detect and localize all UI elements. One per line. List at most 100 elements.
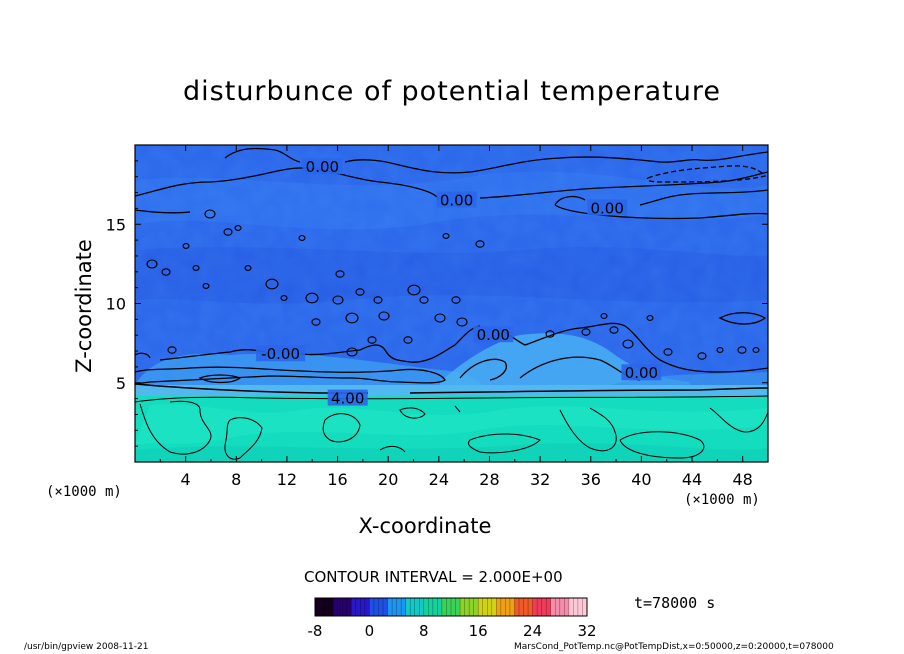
- contour-lower-4: [224, 417, 263, 460]
- colorbar: -8 0 8 16 24 32: [308, 597, 597, 640]
- contour-blob: [346, 347, 358, 357]
- colorbar-cell: [364, 598, 370, 616]
- y-tick-label: 5: [116, 374, 126, 393]
- colorbar-cell: [505, 598, 511, 616]
- colorbar-cell: [351, 598, 357, 616]
- colorbar-cell: [455, 598, 461, 616]
- colorbar-cell: [559, 598, 565, 616]
- chart-title: disturbunce of potential temperature: [183, 76, 721, 107]
- contour-label: 0.00: [591, 199, 624, 217]
- contour-blob: [716, 347, 724, 353]
- contour-mid: [134, 344, 456, 363]
- colorbar-cell: [509, 598, 515, 616]
- colorbar-cell: [319, 598, 325, 616]
- contour-upper-1: [134, 167, 769, 201]
- y-tick-label: 15: [106, 215, 126, 234]
- contour-blob: [146, 259, 158, 269]
- colorbar-cell: [564, 598, 570, 616]
- colorbar-cell: [446, 598, 452, 616]
- colorbar-cell: [519, 598, 525, 616]
- contour-label: -0.00: [261, 345, 300, 363]
- colorbar-cell: [546, 598, 552, 616]
- colorbar-cell: [337, 598, 343, 616]
- contour-label-bg: [256, 345, 306, 362]
- contour-blob: [332, 295, 344, 305]
- x-tick-label: 36: [581, 470, 601, 489]
- contour-lower-7: [619, 431, 705, 459]
- colorbar-cell: [500, 598, 506, 616]
- colorbar-cell: [437, 598, 443, 616]
- contour-blob: [451, 296, 461, 304]
- contour-lower-6: [559, 407, 617, 452]
- colorbar-cell: [496, 598, 502, 616]
- colorbar-cell: [346, 598, 352, 616]
- colorbar-cell: [577, 598, 583, 616]
- contour-blob: [305, 292, 319, 304]
- contour-label: 0.00: [440, 191, 473, 209]
- contour-blob: [335, 270, 345, 278]
- colorbar-cell: [342, 598, 348, 616]
- contour-interval: CONTOUR INTERVAL = 2.000E+00: [304, 568, 563, 586]
- contour-plume-left: [134, 366, 446, 385]
- contour-blob: [456, 317, 468, 327]
- contour-label: 0.00: [477, 326, 510, 344]
- x-axis-unit-left: (×1000 m): [46, 484, 122, 500]
- contour-blob: [311, 318, 321, 326]
- colorbar-cell: [396, 598, 402, 616]
- colorbar-cell: [428, 598, 434, 616]
- contour-dashed: [646, 165, 767, 183]
- contour-lower-5: [467, 433, 541, 454]
- contour-blob: [442, 233, 450, 239]
- colorbar-cell: [523, 598, 529, 616]
- contour-label: 0.00: [625, 364, 658, 382]
- contour-lines: [134, 147, 769, 460]
- contour-label-bg: [473, 326, 514, 343]
- x-tick-label: 28: [479, 470, 499, 489]
- colorbar-cell: [532, 598, 538, 616]
- x-tick-label: 32: [530, 470, 550, 489]
- time-label: t=78000 s: [634, 594, 716, 612]
- colorbar-cell: [369, 598, 375, 616]
- contour-blob: [752, 347, 760, 353]
- contour-blob: [167, 346, 177, 354]
- contour-blob: [223, 228, 233, 236]
- colorbar-cell: [550, 598, 556, 616]
- contour-label-bg: [302, 158, 343, 175]
- contour-blob: [646, 315, 654, 321]
- contour-blob: [204, 209, 216, 219]
- colorbar-cell: [460, 598, 466, 616]
- x-tick-label: 40: [631, 470, 651, 489]
- colorbar-tick-label: 24: [523, 622, 542, 640]
- colorbar-cell: [568, 598, 574, 616]
- interface-strip: [135, 385, 768, 397]
- contour-interface: [134, 383, 769, 394]
- y-tick-label: 10: [106, 295, 126, 314]
- contour-blob: [403, 336, 413, 344]
- colorbar-cell: [451, 598, 457, 616]
- contour-labels: 0.00 0.00 0.00 -0.00 0.00 0.00 4.00: [256, 158, 662, 408]
- colorbar-cell: [487, 598, 493, 616]
- colorbar-cell: [432, 598, 438, 616]
- footer-right: MarsCond_PotTemp.nc@PotTempDist,x=0:5000…: [514, 642, 834, 652]
- colorbar-cell: [541, 598, 547, 616]
- contour-blob: [345, 312, 359, 324]
- colorbar-cell: [392, 598, 398, 616]
- colorbar-cell: [528, 598, 534, 616]
- colorbar-tick-label: 32: [577, 622, 596, 640]
- colorbar-cell: [401, 598, 407, 616]
- contour-blobs: [146, 209, 760, 360]
- x-axis: 4 8 12 16 20 24 28 32 36 40 44 48: [159, 145, 753, 489]
- colorbar-cell: [555, 598, 561, 616]
- lower-shade-1: [135, 404, 768, 445]
- contour-top: [224, 147, 769, 174]
- colorbar-cell: [469, 598, 475, 616]
- contour-label-bg: [436, 191, 477, 208]
- contour-blob: [244, 265, 252, 271]
- colorbar-cell: [315, 598, 321, 616]
- x-axis-unit-right: (×1000 m): [684, 492, 760, 508]
- colorbar-cell: [328, 598, 334, 616]
- colorbar-cell: [573, 598, 579, 616]
- contour-blob: [697, 352, 707, 360]
- x-tick-label: 16: [327, 470, 347, 489]
- contour-blob: [622, 339, 634, 349]
